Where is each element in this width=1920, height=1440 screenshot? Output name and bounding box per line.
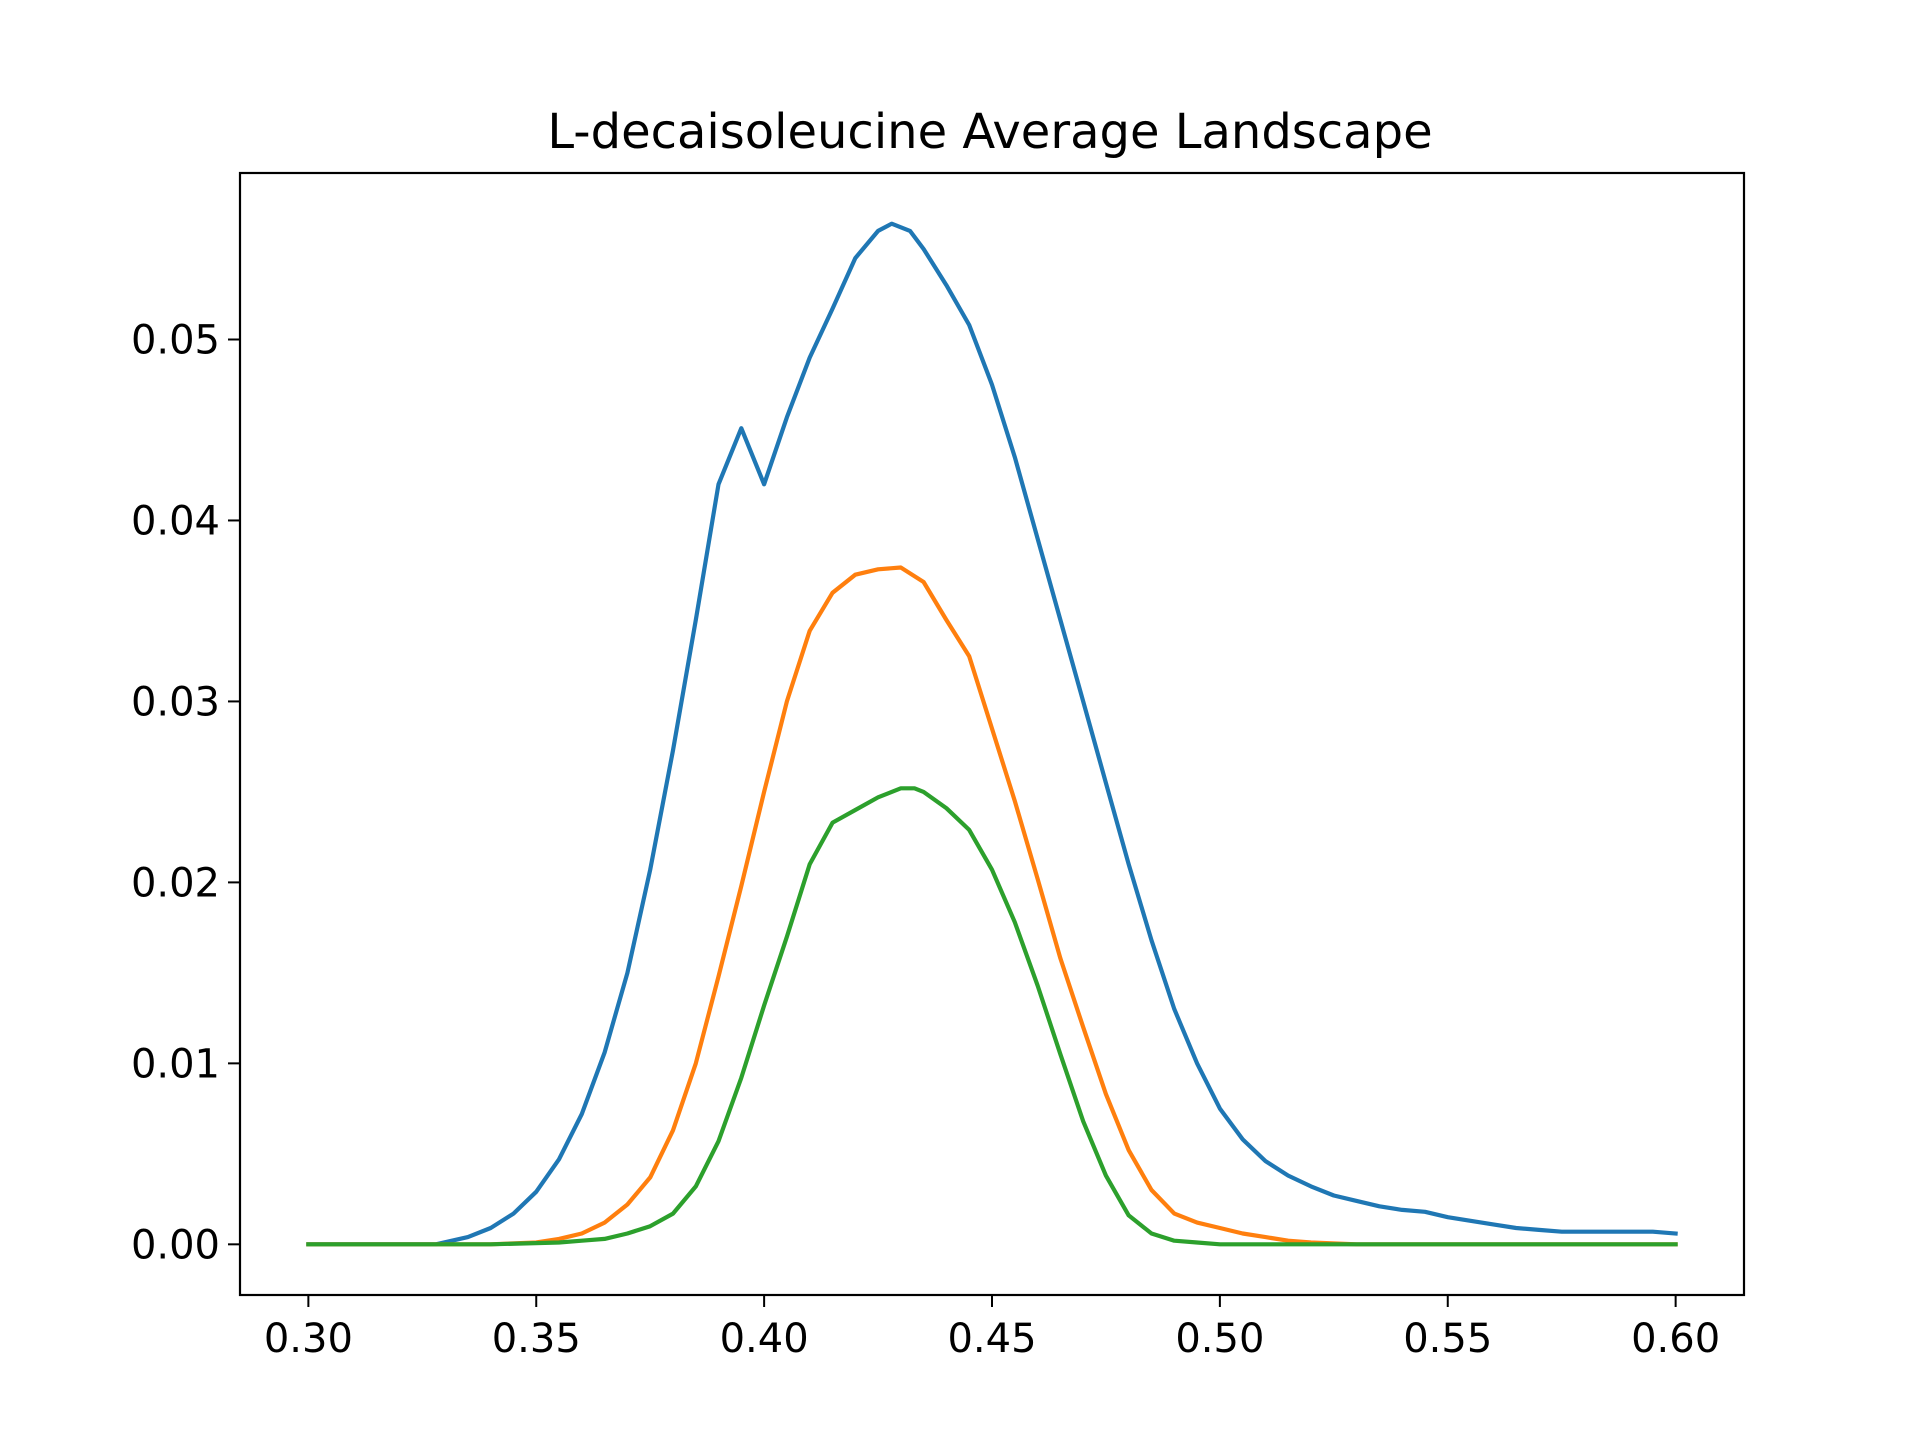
x-axis: 0.30 0.35 0.40 0.45 0.50 0.55 0.60 [264,1295,1720,1362]
x-tick-label: 0.55 [1403,1316,1492,1362]
plot-frame [238,171,1746,1297]
x-tick-label: 0.40 [720,1316,809,1362]
series-layer [306,221,1678,1247]
y-axis: 0.00 0.01 0.02 0.03 0.04 0.05 [131,317,240,1268]
series-line-3 [306,786,1678,1247]
x-tick-label: 0.50 [1175,1316,1264,1362]
y-tick-label: 0.04 [131,498,220,544]
y-tick-label: 0.02 [131,860,220,906]
series-line-1 [306,221,1678,1247]
x-tick-label: 0.45 [947,1316,1036,1362]
y-tick-label: 0.00 [131,1222,220,1268]
series-line-2 [306,565,1678,1247]
x-tick-label: 0.60 [1631,1316,1720,1362]
x-tick-label: 0.30 [264,1316,353,1362]
y-tick-label: 0.05 [131,317,220,363]
chart-title: L-decaisoleucine Average Landscape [547,104,1432,160]
x-tick-label: 0.35 [492,1316,581,1362]
y-tick-label: 0.01 [131,1041,220,1087]
y-tick-label: 0.03 [131,679,220,725]
